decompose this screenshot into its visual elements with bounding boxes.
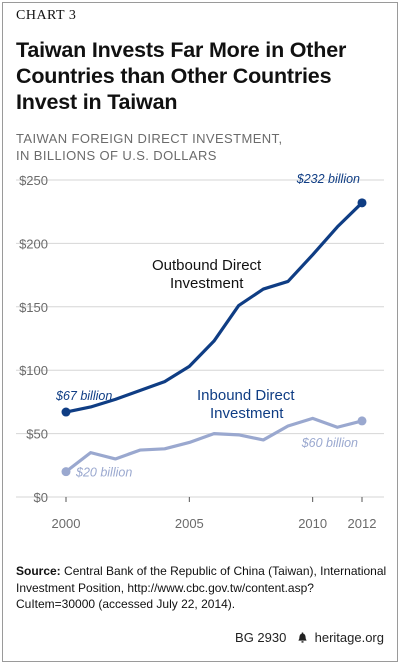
- x-tick-label: 2010: [298, 516, 327, 531]
- footer-site: heritage.org: [314, 630, 384, 645]
- inbound-start-label: $20 billion: [75, 466, 132, 480]
- inbound-series-label: Investment: [210, 405, 284, 422]
- outbound-end-point: [357, 198, 367, 208]
- outbound-series-label: Investment: [170, 275, 244, 292]
- inbound-start-point: [61, 467, 71, 477]
- x-tick-label: 2000: [52, 516, 81, 531]
- chart-title: Taiwan Invests Far More in Other Countri…: [16, 37, 388, 115]
- inbound-series-label: Inbound Direct: [197, 387, 295, 404]
- x-tick-label: 2005: [175, 516, 204, 531]
- y-tick-label: $50: [26, 427, 48, 442]
- outbound-end-label: $232 billion: [296, 172, 360, 186]
- inbound-end-label: $60 billion: [301, 436, 358, 450]
- y-tick-label: $200: [19, 236, 48, 251]
- y-tick-label: $150: [19, 300, 48, 315]
- source-text: Central Bank of the Republic of China (T…: [16, 564, 387, 611]
- chart-subtitle: TAIWAN FOREIGN DIRECT INVESTMENT, IN BIL…: [16, 130, 388, 164]
- source-note: Source: Central Bank of the Republic of …: [16, 563, 388, 613]
- chart-label: CHART 3: [16, 8, 77, 23]
- y-tick-label: $250: [19, 173, 48, 188]
- subtitle-line: IN BILLIONS OF U.S. DOLLARS: [16, 148, 217, 163]
- outbound-start-label: $67 billion: [55, 389, 112, 403]
- x-tick-label: 2012: [348, 516, 377, 531]
- title-line: Invest in Taiwan: [16, 90, 178, 114]
- footer: BG 2930 heritage.org: [235, 630, 384, 645]
- source-prefix: Source:: [16, 564, 61, 578]
- y-tick-label: $100: [19, 363, 48, 378]
- outbound-series-line: [64, 201, 364, 414]
- subtitle-line: TAIWAN FOREIGN DIRECT INVESTMENT,: [16, 131, 283, 146]
- title-line: Countries than Other Countries: [16, 64, 332, 88]
- y-tick-label: $0: [34, 490, 48, 505]
- outbound-series-label: Outbound Direct: [152, 257, 262, 274]
- inbound-series-line: [64, 416, 364, 474]
- footer-code: BG 2930: [235, 630, 287, 645]
- outbound-start-point: [61, 407, 71, 417]
- title-line: Taiwan Invests Far More in Other: [16, 38, 347, 62]
- inbound-end-point: [357, 416, 367, 426]
- liberty-bell-icon: [298, 632, 307, 643]
